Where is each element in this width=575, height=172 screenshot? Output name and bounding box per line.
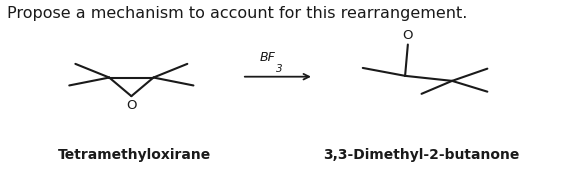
Text: BF: BF <box>259 51 275 64</box>
Text: Tetramethyloxirane: Tetramethyloxirane <box>58 148 211 162</box>
Text: Propose a mechanism to account for this rearrangement.: Propose a mechanism to account for this … <box>7 7 467 22</box>
Text: O: O <box>402 29 413 42</box>
Text: 3,3-Dimethyl-2-butanone: 3,3-Dimethyl-2-butanone <box>324 148 520 162</box>
Text: 3: 3 <box>276 64 283 74</box>
Text: O: O <box>126 99 137 112</box>
